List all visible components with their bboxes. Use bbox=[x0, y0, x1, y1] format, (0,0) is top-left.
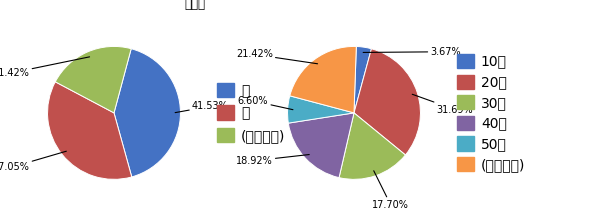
Wedge shape bbox=[55, 46, 131, 113]
Text: 31.69%: 31.69% bbox=[412, 94, 473, 115]
Wedge shape bbox=[114, 49, 181, 177]
Text: 3.67%: 3.67% bbox=[363, 47, 461, 57]
Text: 18.92%: 18.92% bbox=[236, 154, 309, 166]
Text: 6.60%: 6.60% bbox=[238, 96, 293, 110]
Legend: 10대, 20대, 30대, 40대, 50대, (비어있음): 10대, 20대, 30대, 40대, 50대, (비어있음) bbox=[457, 54, 525, 172]
Text: 37.05%: 37.05% bbox=[0, 151, 67, 172]
Wedge shape bbox=[354, 49, 421, 155]
Wedge shape bbox=[289, 113, 354, 178]
Text: 21.42%: 21.42% bbox=[0, 57, 89, 78]
Wedge shape bbox=[354, 46, 371, 113]
Legend: 남, 여, (비어있음): 남, 여, (비어있음) bbox=[217, 83, 285, 143]
Text: 21.42%: 21.42% bbox=[236, 49, 317, 64]
Wedge shape bbox=[287, 96, 354, 123]
Text: 17.70%: 17.70% bbox=[372, 171, 409, 210]
Wedge shape bbox=[339, 113, 406, 179]
Wedge shape bbox=[47, 82, 132, 179]
Text: 41.53%: 41.53% bbox=[175, 101, 229, 113]
Text: 연령별: 연령별 bbox=[185, 0, 206, 11]
Wedge shape bbox=[290, 46, 356, 113]
